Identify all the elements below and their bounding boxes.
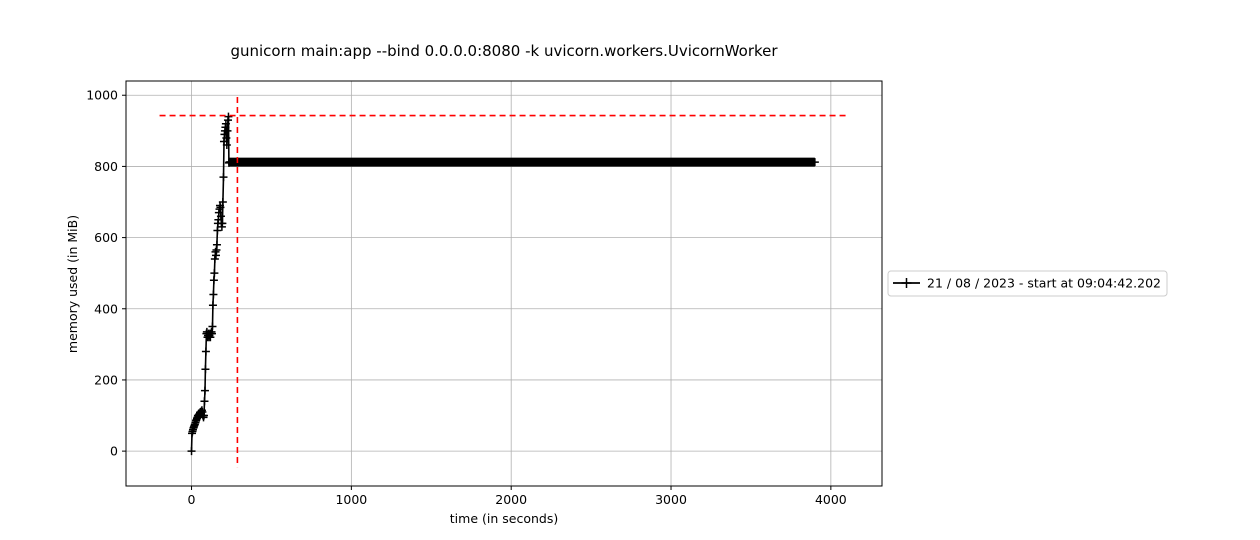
data-point-marker [363, 158, 372, 167]
data-point-marker [587, 158, 596, 167]
data-point-marker [251, 158, 260, 167]
chart-title: gunicorn main:app --bind 0.0.0.0:8080 -k… [230, 42, 778, 60]
data-point-marker [224, 112, 233, 121]
data-point-marker [651, 158, 660, 167]
y-tick-label: 600 [94, 230, 118, 245]
y-tick-label: 400 [94, 301, 118, 316]
data-point-marker [218, 198, 227, 207]
data-point-marker [209, 290, 218, 299]
data-point-marker [714, 158, 723, 167]
data-point-marker [208, 301, 217, 310]
data-point-marker [210, 269, 219, 278]
legend-box [887, 270, 1168, 297]
data-point-marker [667, 158, 676, 167]
data-point-marker [411, 158, 420, 167]
y-tick-label: 0 [110, 444, 118, 459]
data-point-marker [222, 141, 231, 150]
legend-marker [901, 278, 912, 288]
data-point-marker [219, 173, 228, 182]
data-point-marker [331, 158, 340, 167]
x-axis-ticks: 0 1000 2000 3000 4000 [188, 486, 847, 507]
data-point-marker [200, 386, 209, 395]
x-tick-label: 4000 [815, 492, 847, 507]
x-tick-label: 2000 [495, 492, 527, 507]
data-point-marker [209, 276, 218, 285]
data-point-marker [571, 158, 580, 167]
data-point-marker [208, 322, 217, 331]
data-point-marker [210, 254, 219, 263]
plot-area [125, 80, 883, 487]
data-point-marker [683, 158, 692, 167]
data-point-marker [746, 158, 755, 167]
data-point-marker [555, 158, 564, 167]
data-point-marker [216, 212, 225, 221]
data-point-marker [201, 347, 210, 356]
x-tick-label: 3000 [655, 492, 687, 507]
data-point-marker [222, 133, 231, 142]
data-point-marker [315, 158, 324, 167]
data-point-marker [698, 158, 707, 167]
data-point-marker [794, 158, 803, 167]
legend-label: 21 / 08 / 2023 - start at 09:04:42.202 [927, 276, 1161, 291]
y-tick-label: 1000 [86, 88, 118, 103]
y-tick-label: 200 [94, 372, 118, 387]
data-point-marker [619, 158, 628, 167]
x-tick-label: 0 [188, 492, 196, 507]
data-point-marker [187, 447, 196, 456]
data-series [187, 112, 819, 456]
y-axis-label: memory used (in MiB) [65, 215, 80, 353]
reference-lines [159, 97, 847, 468]
data-point-marker [395, 158, 404, 167]
data-point-marker [223, 126, 232, 135]
legend: 21 / 08 / 2023 - start at 09:04:42.202 [887, 270, 1168, 297]
data-point-marker [200, 397, 209, 406]
data-point-marker [459, 158, 468, 167]
data-point-marker [207, 329, 216, 338]
data-point-marker [507, 158, 516, 167]
data-point-marker [201, 365, 210, 374]
data-point-marker [427, 158, 436, 167]
data-point-marker [212, 240, 221, 249]
data-point-marker [218, 219, 227, 228]
data-point-marker [491, 158, 500, 167]
x-tick-label: 1000 [335, 492, 367, 507]
data-point-marker [267, 158, 276, 167]
y-axis-ticks: 0 200 400 600 800 1000 [86, 88, 126, 459]
series-marker-band [229, 157, 815, 167]
data-point-marker [635, 158, 644, 167]
data-point-marker [443, 158, 452, 167]
data-point-marker [199, 411, 208, 420]
data-point-marker [299, 158, 308, 167]
data-point-marker [347, 158, 356, 167]
data-point-marker [730, 158, 739, 167]
data-point-marker [539, 158, 548, 167]
data-point-marker [810, 158, 819, 167]
y-tick-label: 800 [94, 159, 118, 174]
grid-lines [126, 81, 882, 486]
data-point-marker [603, 158, 612, 167]
data-point-marker [778, 158, 787, 167]
data-point-marker [475, 158, 484, 167]
data-point-marker [762, 158, 771, 167]
x-axis-label: time (in seconds) [450, 511, 558, 526]
data-point-marker [283, 158, 292, 167]
data-point-marker [216, 203, 225, 212]
data-point-marker [213, 226, 222, 235]
data-point-marker [523, 158, 532, 167]
data-point-marker [379, 158, 388, 167]
